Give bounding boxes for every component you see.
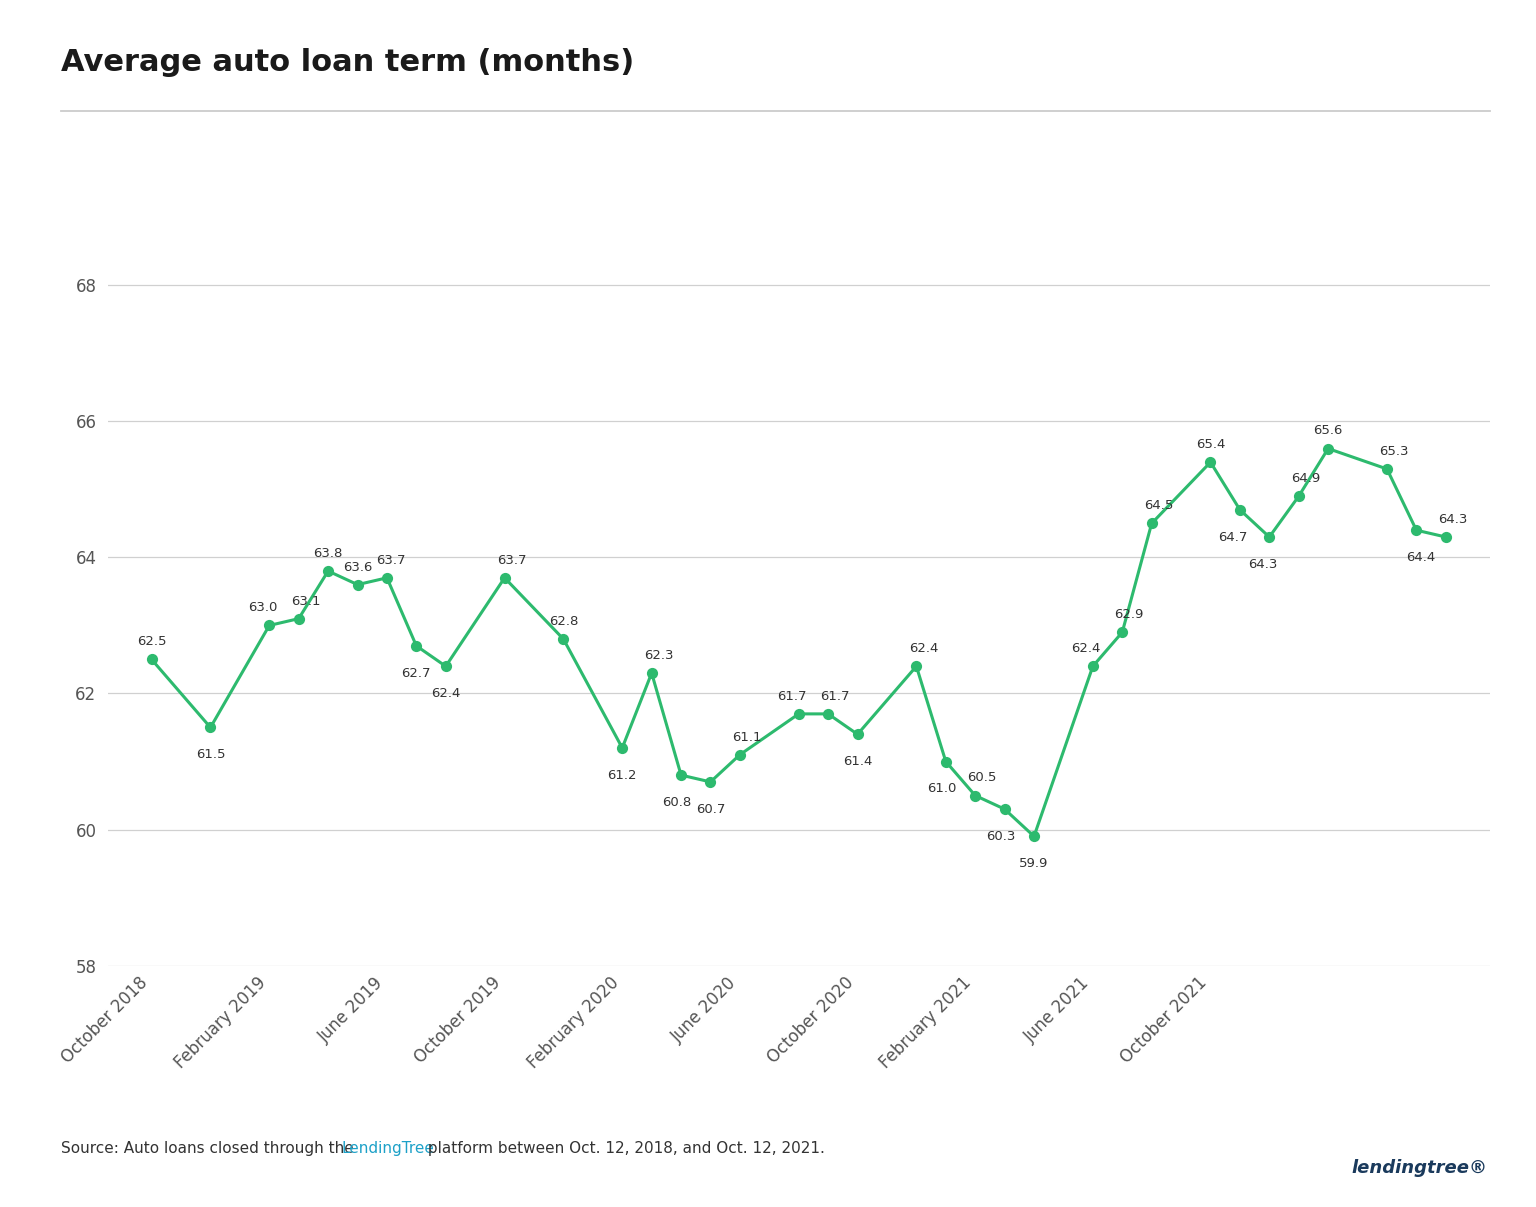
Point — [699, 772, 723, 792]
Text: 61.5: 61.5 — [195, 748, 226, 762]
Text: platform between Oct. 12, 2018, and Oct. 12, 2021.: platform between Oct. 12, 2018, and Oct.… — [422, 1141, 825, 1155]
Text: 59.9: 59.9 — [1020, 857, 1049, 870]
Text: 63.1: 63.1 — [290, 595, 321, 607]
Text: 61.2: 61.2 — [608, 769, 637, 782]
Point — [1375, 460, 1399, 479]
Text: 64.3: 64.3 — [1247, 558, 1276, 571]
Text: Average auto loan term (months): Average auto loan term (months) — [61, 48, 634, 77]
Text: 60.3: 60.3 — [986, 830, 1015, 842]
Point — [286, 610, 310, 629]
Text: 60.5: 60.5 — [968, 771, 997, 785]
Text: 61.7: 61.7 — [777, 689, 806, 702]
Point — [1021, 827, 1046, 846]
Text: 65.6: 65.6 — [1313, 425, 1342, 437]
Text: 62.9: 62.9 — [1115, 608, 1144, 622]
Text: 62.4: 62.4 — [1071, 642, 1101, 655]
Point — [639, 664, 664, 683]
Point — [905, 657, 929, 676]
Point — [816, 704, 840, 723]
Text: LendingTree: LendingTree — [341, 1141, 435, 1155]
Text: 64.7: 64.7 — [1218, 531, 1247, 543]
Point — [728, 745, 753, 764]
Text: 62.4: 62.4 — [909, 642, 938, 655]
Point — [1198, 453, 1223, 472]
Point — [551, 629, 576, 648]
Point — [198, 718, 223, 737]
Text: 62.3: 62.3 — [644, 649, 673, 661]
Point — [1433, 527, 1458, 547]
Text: 63.7: 63.7 — [496, 554, 527, 567]
Text: 62.8: 62.8 — [548, 614, 578, 628]
Point — [140, 649, 164, 669]
Point — [493, 568, 518, 588]
Text: 62.7: 62.7 — [401, 666, 432, 680]
Point — [934, 752, 958, 771]
Point — [845, 724, 869, 744]
Point — [992, 799, 1017, 818]
Point — [257, 616, 281, 635]
Text: 65.3: 65.3 — [1379, 445, 1409, 457]
Point — [1404, 520, 1428, 540]
Text: 64.5: 64.5 — [1144, 500, 1174, 512]
Point — [786, 704, 811, 723]
Point — [1080, 657, 1104, 676]
Point — [610, 739, 634, 758]
Text: 61.0: 61.0 — [926, 782, 957, 795]
Point — [1111, 623, 1135, 642]
Point — [433, 657, 458, 676]
Text: 60.7: 60.7 — [696, 803, 725, 816]
Point — [1316, 439, 1341, 459]
Text: 63.8: 63.8 — [313, 547, 343, 560]
Text: 61.7: 61.7 — [820, 689, 849, 702]
Text: 62.4: 62.4 — [432, 687, 461, 700]
Point — [963, 786, 988, 805]
Point — [1256, 527, 1281, 547]
Text: 61.4: 61.4 — [843, 756, 872, 768]
Point — [316, 561, 341, 581]
Text: 64.9: 64.9 — [1292, 472, 1321, 485]
Point — [668, 765, 693, 785]
Text: 61.1: 61.1 — [733, 730, 762, 744]
Text: 63.7: 63.7 — [376, 554, 406, 567]
Point — [404, 636, 429, 655]
Text: 65.4: 65.4 — [1197, 438, 1226, 451]
Point — [1227, 500, 1252, 519]
Text: 62.5: 62.5 — [137, 635, 166, 648]
Text: 63.0: 63.0 — [247, 601, 276, 614]
Text: 60.8: 60.8 — [662, 795, 691, 809]
Point — [1287, 486, 1312, 506]
Point — [346, 575, 370, 594]
Text: 64.3: 64.3 — [1438, 513, 1467, 526]
Point — [1140, 514, 1164, 533]
Text: 64.4: 64.4 — [1405, 552, 1435, 564]
Text: lendingtree®: lendingtree® — [1352, 1159, 1488, 1177]
Text: 63.6: 63.6 — [343, 560, 372, 573]
Text: Source: Auto loans closed through the: Source: Auto loans closed through the — [61, 1141, 359, 1155]
Point — [375, 568, 399, 588]
